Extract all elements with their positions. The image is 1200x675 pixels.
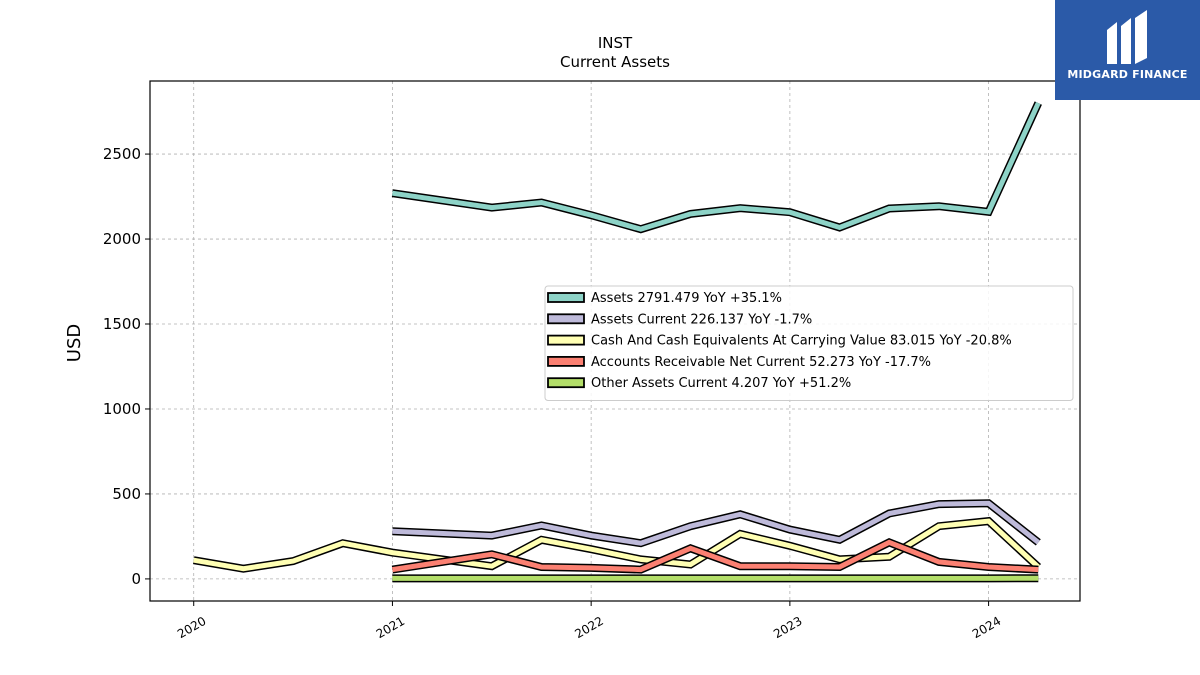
chart-subtitle: Current Assets [560, 53, 670, 71]
y-tick-label: 0 [131, 570, 141, 588]
series-lines [193, 101, 1042, 583]
y-tick-label: 1000 [103, 400, 141, 418]
x-tick-label: 2022 [572, 614, 605, 641]
chart-title: INST [598, 34, 633, 52]
legend-swatch [547, 377, 585, 389]
series-stroke [392, 102, 1041, 232]
x-tick-label: 2024 [970, 614, 1003, 641]
y-axis-label: USD [64, 324, 85, 362]
y-tick-label: 2000 [103, 230, 141, 248]
legend-item: Assets 2791.479 YoY +35.1% [547, 291, 782, 306]
brand-mark-icon [1107, 10, 1147, 64]
legend-label: Other Assets Current 4.207 YoY +51.2% [591, 376, 851, 391]
series-line [193, 516, 1042, 573]
x-tick-label: 2020 [175, 614, 208, 641]
legend-item: Accounts Receivable Net Current 52.273 Y… [547, 355, 931, 370]
brand-name: MIDGARD FINANCE [1067, 68, 1188, 81]
legend-label: Assets 2791.479 YoY +35.1% [591, 291, 782, 306]
series-stroke [392, 539, 1039, 573]
y-tick-label: 500 [112, 485, 141, 503]
legend: Assets 2791.479 YoY +35.1% Assets Current… [544, 285, 1074, 401]
plot-frame [149, 80, 1081, 602]
legend-label: Assets Current 226.137 YoY -1.7% [591, 312, 812, 327]
series-line [391, 101, 1042, 234]
series-stroke [392, 500, 1040, 546]
x-tick-label: 2021 [374, 614, 407, 641]
legend-swatch [547, 334, 585, 346]
brand-logo: MIDGARD FINANCE [1055, 0, 1200, 100]
legend-item: Cash And Cash Equivalents At Carrying Va… [547, 334, 1012, 349]
legend-swatch [547, 355, 585, 367]
legend-item: Assets Current 226.137 YoY -1.7% [547, 312, 812, 327]
x-tick-label: 2023 [771, 614, 804, 641]
legend-label: Accounts Receivable Net Current 52.273 Y… [591, 355, 931, 370]
legend-swatch [547, 292, 585, 303]
legend-label: Cash And Cash Equivalents At Carrying Va… [591, 334, 1012, 349]
series-line [392, 499, 1041, 548]
series-line [391, 538, 1039, 574]
y-tick-label: 1500 [103, 315, 141, 333]
series-stroke [193, 518, 1040, 572]
legend-box [544, 285, 1074, 401]
legend-item: Other Assets Current 4.207 YoY +51.2% [547, 376, 851, 391]
y-tick-label: 2500 [103, 145, 141, 163]
legend-swatch [547, 313, 585, 325]
